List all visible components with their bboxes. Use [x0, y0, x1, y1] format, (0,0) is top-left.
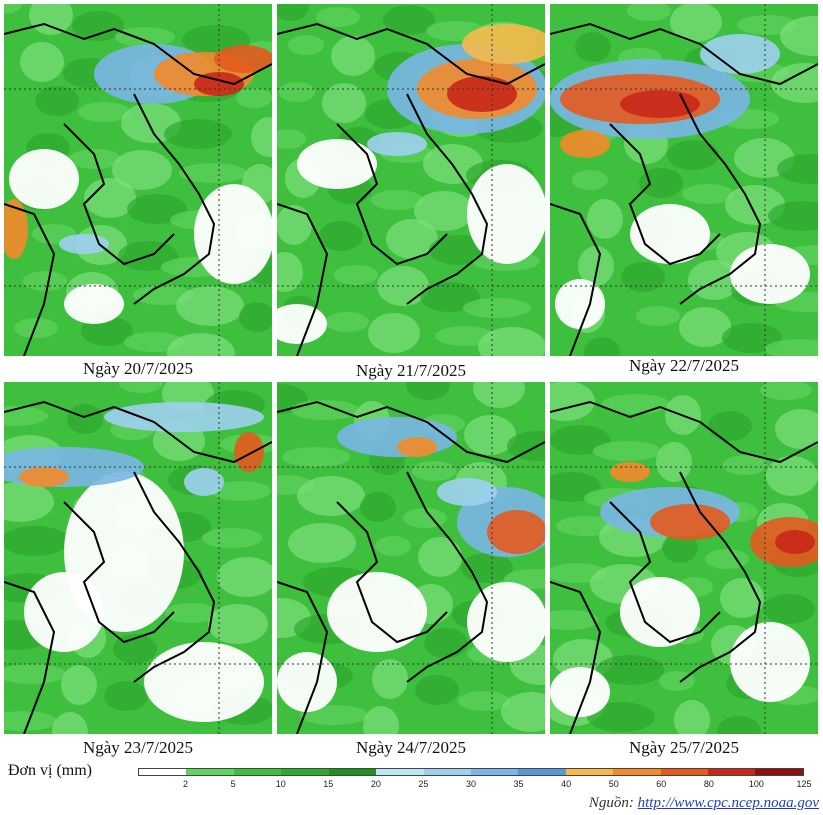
color-scale-swatch	[139, 769, 187, 775]
panel-date-label: Ngày 23/7/2025	[82, 738, 194, 757]
forecast-map-25-7	[550, 382, 818, 734]
forecast-map-23-7	[4, 382, 272, 734]
color-scale-tick: 100	[748, 779, 764, 789]
source-credit: Nguồn: http://www.cpc.ncep.noaa.gov	[589, 795, 819, 812]
color-scale-tick: 5	[230, 779, 236, 789]
panel-date-label: Ngày 24/7/2025	[355, 738, 467, 757]
color-scale-swatch	[518, 769, 566, 775]
forecast-map-20-7	[4, 4, 272, 356]
rainfall-map-graphic	[4, 4, 272, 356]
color-scale-swatch	[423, 769, 471, 775]
color-scale-swatch	[328, 769, 377, 775]
color-scale-swatch	[233, 769, 282, 775]
forecast-map-21-7	[277, 4, 545, 356]
color-scale-tick: 35	[513, 779, 524, 789]
rainfall-map-graphic	[550, 382, 818, 734]
color-scale-swatch	[755, 769, 803, 775]
color-scale-swatch	[660, 769, 709, 775]
color-scale-tick: 80	[703, 779, 714, 789]
color-scale-swatch	[708, 769, 756, 775]
color-scale-swatch	[470, 769, 519, 775]
color-scale-tick: 20	[370, 779, 381, 789]
source-link[interactable]: http://www.cpc.ncep.noaa.gov	[637, 795, 819, 811]
color-scale-ticks: 2 5 10 15 20 25 30 35 40 50 60 80 100 125	[138, 779, 811, 791]
color-scale-tick: 60	[656, 779, 667, 789]
color-scale-tick: 2	[183, 779, 189, 789]
color-scale-tick: 125	[796, 779, 812, 789]
panel-date-label: Ngày 25/7/2025	[628, 738, 740, 757]
rainfall-map-graphic	[277, 382, 545, 734]
rainfall-map-graphic	[550, 4, 818, 356]
color-scale-tick: 15	[323, 779, 334, 789]
color-scale-bar	[138, 768, 804, 776]
rainfall-map-graphic	[4, 382, 272, 734]
forecast-map-24-7	[277, 382, 545, 734]
color-scale-tick: 50	[608, 779, 619, 789]
color-scale-tick: 30	[465, 779, 477, 789]
forecast-map-22-7	[550, 4, 818, 356]
color-scale-tick: 40	[561, 779, 572, 789]
color-scale-swatch	[376, 769, 424, 775]
color-scale-tick: 10	[275, 779, 286, 789]
source-prefix: Nguồn:	[588, 795, 634, 811]
color-scale-swatch	[565, 769, 614, 775]
panel-date-label: Ngày 20/7/2025	[82, 359, 194, 378]
legend-unit-label: Đơn vị (mm)	[8, 762, 93, 779]
color-scale-swatch	[186, 769, 234, 775]
color-scale-tick: 25	[418, 779, 429, 789]
color-scale-swatch	[281, 769, 329, 775]
panel-date-label: Ngày 22/7/2025	[628, 356, 740, 375]
color-scale-swatch	[613, 769, 661, 775]
rainfall-map-graphic	[277, 4, 545, 356]
panel-date-label: Ngày 21/7/2025	[355, 361, 467, 380]
